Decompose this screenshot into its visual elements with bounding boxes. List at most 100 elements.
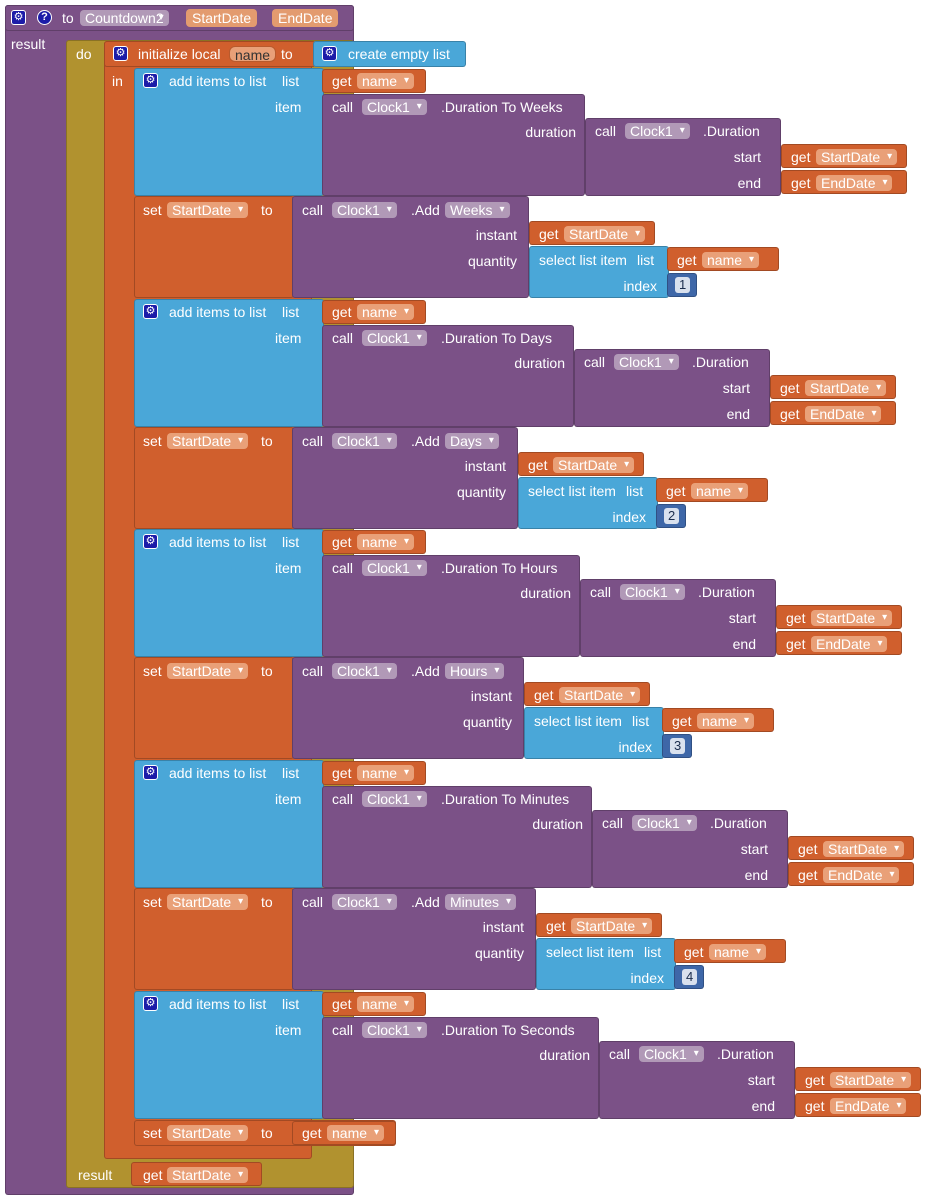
component-dropdown[interactable]: Clock1	[332, 433, 397, 449]
item-socket-label: item	[275, 791, 302, 807]
component-dropdown[interactable]: Clock1	[362, 330, 427, 346]
call-label: call	[332, 99, 354, 115]
get-var-dropdown[interactable]: EndDate	[816, 175, 893, 191]
select-list-item-block[interactable]	[536, 938, 676, 990]
get-var-dropdown[interactable]: EndDate	[811, 636, 888, 652]
get-var-dropdown[interactable]: StartDate	[553, 457, 635, 473]
get-var-dropdown[interactable]: StartDate	[816, 149, 898, 165]
get-var-dropdown[interactable]: StartDate	[811, 610, 893, 626]
get-var-dropdown[interactable]: StartDate	[167, 1167, 249, 1183]
gear-icon[interactable]: ⚙	[113, 46, 128, 61]
index-number-field[interactable]: 4	[682, 969, 698, 985]
help-icon[interactable]: ?	[37, 10, 52, 25]
gear-icon[interactable]: ⚙	[143, 765, 158, 780]
call-label: call	[302, 433, 324, 449]
component-dropdown[interactable]: Clock1	[639, 1046, 704, 1062]
set-var-dropdown[interactable]: StartDate	[167, 433, 249, 449]
unit-dropdown[interactable]: Weeks	[445, 202, 510, 218]
get-var-dropdown[interactable]: name	[327, 1125, 385, 1141]
component-dropdown[interactable]: Clock1	[332, 202, 397, 218]
get-var-dropdown[interactable]: name	[697, 713, 755, 729]
gear-icon[interactable]: ⚙	[11, 10, 26, 25]
get-var-dropdown[interactable]: name	[357, 765, 415, 781]
method-label: .Add	[411, 894, 440, 910]
call-label: call	[595, 123, 617, 139]
gear-icon[interactable]: ⚙	[143, 304, 158, 319]
duration-socket-label: duration	[525, 124, 576, 140]
unit-dropdown[interactable]: Days	[445, 433, 499, 449]
get-var-dropdown[interactable]: name	[357, 996, 415, 1012]
add-items-block[interactable]	[134, 529, 324, 657]
component-dropdown[interactable]: Clock1	[332, 894, 397, 910]
get-var-dropdown[interactable]: EndDate	[823, 867, 900, 883]
select-list-item-block[interactable]	[524, 707, 664, 759]
select-list-item-block[interactable]	[518, 477, 658, 529]
set-var-dropdown[interactable]: StartDate	[167, 202, 249, 218]
create-empty-list-block[interactable]	[313, 41, 466, 67]
index-number-field[interactable]: 1	[675, 277, 691, 293]
method-label: .Duration	[710, 815, 767, 831]
create-empty-list-label: create empty list	[348, 46, 450, 62]
set-startdate-block[interactable]	[134, 657, 294, 759]
method-label: .Add	[411, 202, 440, 218]
get-var-dropdown[interactable]: StartDate	[805, 380, 887, 396]
get-var-dropdown[interactable]: StartDate	[823, 841, 905, 857]
get-var-dropdown[interactable]: name	[357, 534, 415, 550]
component-dropdown[interactable]: Clock1	[620, 584, 685, 600]
procedure-name-field[interactable]: Countdown2	[80, 10, 169, 26]
get-var-dropdown[interactable]: name	[357, 304, 415, 320]
list-socket-label: list	[282, 73, 300, 89]
index-number-field[interactable]: 3	[670, 738, 686, 754]
index-socket-label: index	[623, 278, 657, 294]
local-var-name-field[interactable]: name	[229, 46, 277, 63]
component-dropdown[interactable]: Clock1	[625, 123, 690, 139]
do-label: do	[76, 46, 92, 62]
add-items-block[interactable]	[134, 760, 324, 888]
unit-dropdown[interactable]: Hours	[445, 663, 505, 679]
gear-icon[interactable]: ⚙	[143, 73, 158, 88]
set-var-dropdown[interactable]: StartDate	[167, 894, 249, 910]
item-socket-label: item	[275, 99, 302, 115]
add-items-block[interactable]	[134, 299, 324, 427]
component-dropdown[interactable]: Clock1	[632, 815, 697, 831]
get-label: get	[143, 1167, 163, 1183]
set-var-dropdown[interactable]: StartDate	[167, 1125, 249, 1141]
gear-icon[interactable]: ⚙	[143, 996, 158, 1011]
param-startdate[interactable]: StartDate	[186, 9, 258, 27]
component-dropdown[interactable]: Clock1	[362, 1022, 427, 1038]
component-dropdown[interactable]: Clock1	[614, 354, 679, 370]
method-label: .Duration	[703, 123, 760, 139]
get-var-dropdown[interactable]: StartDate	[830, 1072, 912, 1088]
unit-dropdown[interactable]: Minutes	[445, 894, 517, 910]
param-enddate[interactable]: EndDate	[272, 9, 339, 27]
gear-icon[interactable]: ⚙	[143, 534, 158, 549]
get-label: get	[677, 252, 697, 268]
add-items-block[interactable]	[134, 68, 324, 196]
component-dropdown[interactable]: Clock1	[332, 663, 397, 679]
get-var-dropdown[interactable]: name	[702, 252, 760, 268]
get-var-dropdown[interactable]: EndDate	[805, 406, 882, 422]
component-dropdown[interactable]: Clock1	[362, 560, 427, 576]
get-var-dropdown[interactable]: name	[709, 944, 767, 960]
add-items-block[interactable]	[134, 991, 324, 1119]
call-label: call	[302, 202, 324, 218]
gear-icon[interactable]: ⚙	[322, 46, 337, 61]
select-list-item-block[interactable]	[529, 246, 669, 298]
get-var-dropdown[interactable]: EndDate	[830, 1098, 907, 1114]
get-var-dropdown[interactable]: name	[357, 73, 415, 89]
index-number-field[interactable]: 2	[664, 508, 680, 524]
list-socket-label: list	[282, 765, 300, 781]
duration-to-block[interactable]	[322, 555, 580, 657]
component-dropdown[interactable]: Clock1	[362, 791, 427, 807]
get-var-dropdown[interactable]: StartDate	[559, 687, 641, 703]
procedure-result-label: result	[11, 36, 46, 52]
local-init-header[interactable]	[104, 41, 316, 67]
add-items-label: add items to list	[169, 304, 267, 320]
get-var-dropdown[interactable]: name	[691, 483, 749, 499]
set-var-dropdown[interactable]: StartDate	[167, 663, 249, 679]
get-var-dropdown[interactable]: StartDate	[571, 918, 653, 934]
get-label: get	[791, 175, 811, 191]
duration-block[interactable]	[599, 1041, 795, 1119]
get-var-dropdown[interactable]: StartDate	[564, 226, 646, 242]
component-dropdown[interactable]: Clock1	[362, 99, 427, 115]
